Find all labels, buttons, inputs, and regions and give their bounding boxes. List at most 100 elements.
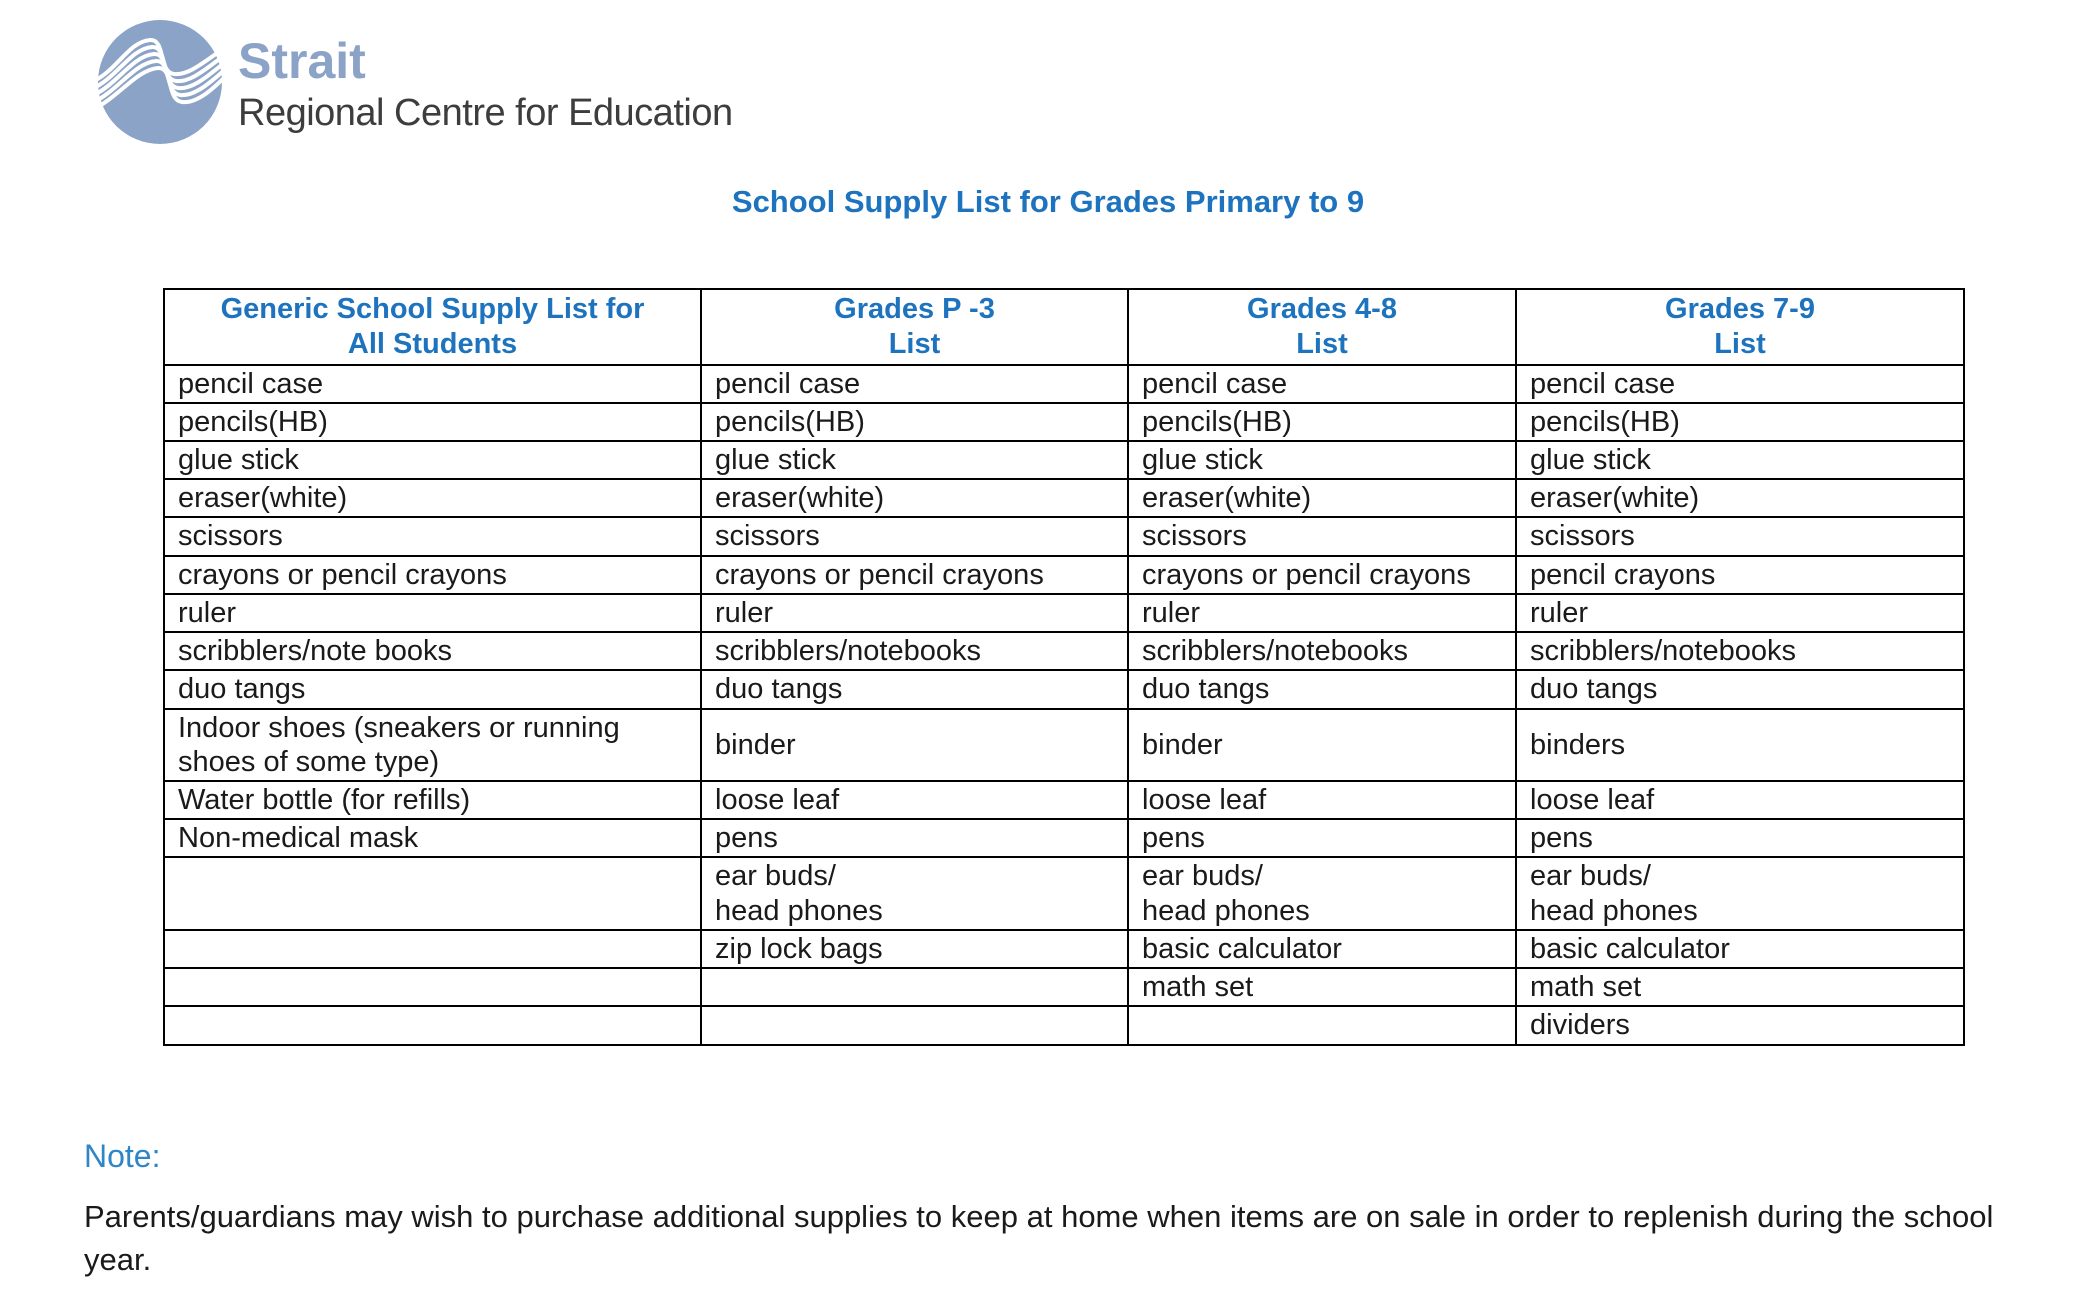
table-cell: glue stick (1127, 440, 1517, 481)
table-cell: pencils(HB) (700, 401, 1129, 443)
table-row: crayons or pencil crayons crayons or penc… (163, 554, 1965, 595)
table-cell: scissors (163, 516, 702, 557)
column-header-generic-list: Generic School Supply List for All Stude… (163, 288, 702, 366)
header-line: Grades 4-8 (1247, 293, 1397, 325)
note-label: Note: (84, 1138, 161, 1174)
table-row: glue stick glue stick glue stick glue stick (163, 440, 1965, 481)
table-cell: glue stick (1515, 440, 1965, 481)
table-row: zip lock bags basic calculator basic calcu… (163, 928, 1965, 970)
table-cell: pencils(HB) (163, 401, 702, 443)
table-row: scissors scissors scissors scissors (163, 516, 1965, 557)
table-row: ear buds/ head phones ear buds/ head phon… (163, 856, 1965, 931)
table-cell: duo tangs (163, 669, 702, 710)
header-line: Generic School Supply List for (220, 293, 645, 325)
table-cell: eraser(white) (700, 478, 1129, 519)
table-cell: ruler (700, 592, 1129, 634)
table-row: pencil case pencil case pencil case pencil … (163, 363, 1965, 404)
table-cell: duo tangs (1515, 669, 1965, 710)
table-cell: math set (1127, 967, 1517, 1008)
table-cell: basic calculator (1127, 928, 1517, 970)
logo: Strait Regional Centre for Education (98, 20, 733, 144)
table-cell (700, 967, 1129, 1008)
table-cell: binder (1127, 707, 1517, 783)
table-cell: Indoor shoes (sneakers or running shoes … (163, 707, 702, 783)
table-cell: scribblers/notebooks (700, 631, 1129, 672)
table-cell: ear buds/ head phones (1515, 856, 1965, 931)
table-cell: scissors (700, 516, 1129, 557)
table-cell: pencils(HB) (1127, 401, 1517, 443)
supply-table: Generic School Supply List for All Stude… (163, 288, 1965, 1046)
table-cell: crayons or pencil crayons (1127, 554, 1517, 595)
table-cell: basic calculator (1515, 928, 1965, 970)
table-cell: pencil case (700, 363, 1129, 404)
logo-brand-name: Strait (238, 33, 366, 89)
table-cell: pens (1127, 818, 1517, 859)
table-cell: pens (1515, 818, 1965, 859)
header-line: List (1296, 327, 1348, 360)
table-cell: duo tangs (700, 669, 1129, 710)
table-row: Non-medical mask pens pens pens (163, 818, 1965, 859)
table-cell: ruler (1127, 592, 1517, 634)
table-cell: zip lock bags (700, 928, 1129, 970)
table-cell: duo tangs (1127, 669, 1517, 710)
table-cell (700, 1005, 1129, 1046)
document-title: School Supply List for Grades Primary to… (731, 184, 1365, 219)
table-cell: scribblers/notebooks (1515, 631, 1965, 672)
table-cell: scissors (1515, 516, 1965, 557)
header-line: Grades P -3 (834, 293, 995, 325)
table-row: eraser(white) eraser(white) eraser(white) e… (163, 478, 1965, 519)
table-cell: ear buds/ head phones (1127, 856, 1517, 931)
table-row: math set math set (163, 967, 1965, 1008)
header-line: All Students (347, 327, 518, 360)
table-cell: pencil crayons (1515, 554, 1965, 595)
table-cell: pencils(HB) (1515, 401, 1965, 443)
header-line: Grades 7-9 (1665, 293, 1815, 325)
table-cell: binder (700, 707, 1129, 783)
table-row: ruler ruler ruler ruler (163, 592, 1965, 634)
table-row: scribblers/note books scribblers/notebook… (163, 631, 1965, 672)
table-cell: loose leaf (700, 779, 1129, 821)
table-cell: dividers (1515, 1005, 1965, 1046)
header-line: List (1714, 327, 1766, 360)
table-header-row: Generic School Supply List for All Stude… (163, 288, 1965, 366)
table-cell (1127, 1005, 1517, 1046)
table-cell: scribblers/note books (163, 631, 702, 672)
table-cell (163, 1005, 702, 1046)
table-cell: binders (1515, 707, 1965, 783)
table-cell: Non-medical mask (163, 818, 702, 859)
table-cell (163, 856, 702, 931)
table-cell: pencil case (1127, 363, 1517, 404)
table-cell: scissors (1127, 516, 1517, 557)
table-row: pencils(HB) pencils(HB) pencils(HB) pencils… (163, 401, 1965, 443)
table-cell: pencil case (1515, 363, 1965, 404)
table-cell: glue stick (700, 440, 1129, 481)
strait-wave-logo-icon (98, 20, 222, 144)
table-cell: scribblers/notebooks (1127, 631, 1517, 672)
header-line: List (888, 327, 941, 360)
table-cell: ear buds/ head phones (700, 856, 1129, 931)
column-header-grades-4-8: Grades 4-8 List (1127, 288, 1517, 366)
table-cell: glue stick (163, 440, 702, 481)
table-cell: Water bottle (for refills) (163, 779, 702, 821)
table-cell: pencil case (163, 363, 702, 404)
column-header-grades-7-9: Grades 7-9 List (1515, 288, 1965, 366)
table-cell: loose leaf (1127, 779, 1517, 821)
table-cell: ruler (163, 592, 702, 634)
table-cell: crayons or pencil crayons (163, 554, 702, 595)
column-header-grades-p-3: Grades P -3 List (700, 288, 1129, 366)
table-cell: pens (700, 818, 1129, 859)
table-cell: crayons or pencil crayons (700, 554, 1129, 595)
table-row: Water bottle (for refills) loose leaf loos… (163, 779, 1965, 821)
logo-text: Strait Regional Centre for Education (238, 36, 733, 136)
table-cell: math set (1515, 967, 1965, 1008)
table-cell (163, 967, 702, 1008)
table-cell: loose leaf (1515, 779, 1965, 821)
table-cell: ruler (1515, 592, 1965, 634)
table-cell: eraser(white) (163, 478, 702, 519)
table-cell: eraser(white) (1127, 478, 1517, 519)
table-row: dividers (163, 1005, 1965, 1046)
table-row: Indoor shoes (sneakers or running shoes … (163, 707, 1965, 783)
logo-subtitle: Regional Centre for Education (238, 92, 733, 134)
supply-table-body: pencil case pencil case pencil case pencil … (163, 363, 1965, 1046)
